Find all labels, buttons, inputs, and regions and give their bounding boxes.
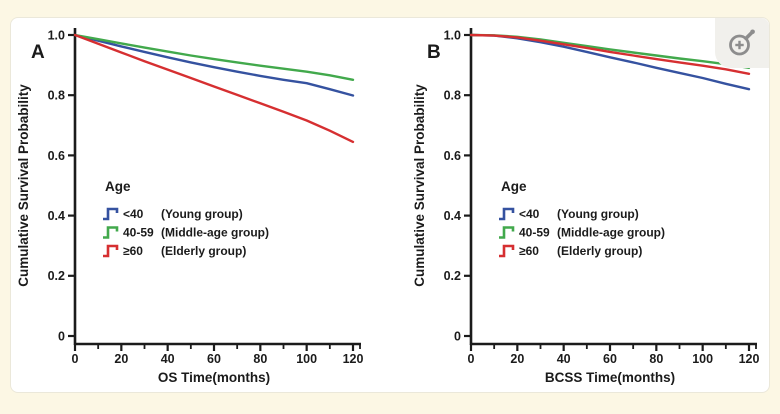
y-tick-label: 0.6 <box>48 149 65 163</box>
figure-card: 0 0.2 0.4 0.6 0.8 1.0 0 20 40 60 80 100 120 A Cumulati… <box>10 17 770 393</box>
chart-canvas: 0 0.2 0.4 0.6 0.8 1.0 0 20 40 60 80 100 120 A Cumulati… <box>16 28 364 385</box>
survival-curve-2 <box>469 33 751 75</box>
legend-title: Age <box>105 179 131 194</box>
legend-group-2: (Elderly group) <box>557 244 642 258</box>
survival-curve-1 <box>73 33 355 81</box>
y-tick-label: 0.6 <box>444 149 461 163</box>
legend-key-2 <box>103 244 119 258</box>
legend-group-1: (Middle-age group) <box>557 226 665 240</box>
y-tick-label: 1.0 <box>444 28 461 42</box>
x-tick-label: 80 <box>649 352 663 366</box>
x-axis-title: OS Time(months) <box>158 370 270 385</box>
y-tick-label: 0.8 <box>444 89 461 103</box>
legend-key-0 <box>103 207 119 221</box>
legend-key-0 <box>499 207 515 221</box>
y-tick-label: 0.8 <box>48 89 65 103</box>
x-tick-label: 0 <box>468 352 475 366</box>
x-tick-label: 120 <box>343 352 364 366</box>
legend-key-2 <box>499 244 515 258</box>
legend-key-1 <box>499 226 515 239</box>
y-tick-label: 0 <box>454 329 461 343</box>
x-tick-label: 0 <box>72 352 79 366</box>
y-tick-label: 0.2 <box>444 269 461 283</box>
magnifier-plus-icon <box>729 29 755 56</box>
x-tick-label: 100 <box>692 352 713 366</box>
legend-title: Age <box>501 179 527 194</box>
survival-curve-2 <box>73 33 355 144</box>
y-tick-label: 0 <box>58 329 65 343</box>
survival-curve-0 <box>73 33 355 97</box>
x-tick-label: 120 <box>739 352 760 366</box>
legend-range-0: <40 <box>519 207 540 221</box>
legend-range-2: ≥60 <box>519 244 539 258</box>
x-tick-label: 20 <box>114 352 128 366</box>
legend-group-0: (Young group) <box>161 207 243 221</box>
x-tick-label: 100 <box>296 352 317 366</box>
x-tick-label: 80 <box>253 352 267 366</box>
legend-range-0: <40 <box>123 207 144 221</box>
panel-label: A <box>31 42 45 63</box>
y-axis-title: Cumulative Survival Probability <box>412 84 427 287</box>
y-tick-label: 0.4 <box>444 209 461 223</box>
x-tick-label: 40 <box>161 352 175 366</box>
legend-range-2: ≥60 <box>123 244 143 258</box>
y-axis-title: Cumulative Survival Probability <box>16 84 31 287</box>
x-tick-label: 20 <box>510 352 524 366</box>
y-tick-label: 1.0 <box>48 28 65 42</box>
legend-range-1: 40-59 <box>123 226 154 240</box>
y-tick-label: 0.4 <box>48 209 65 223</box>
legend-group-1: (Middle-age group) <box>161 226 269 240</box>
x-tick-label: 60 <box>207 352 221 366</box>
panel-label: B <box>427 42 441 63</box>
x-axis-title: BCSS Time(months) <box>545 370 675 385</box>
legend-range-1: 40-59 <box>519 226 550 240</box>
y-tick-label: 0.2 <box>48 269 65 283</box>
x-tick-label: 60 <box>603 352 617 366</box>
legend-key-1 <box>103 226 119 239</box>
x-tick-label: 40 <box>557 352 571 366</box>
survival-chart-bcss: 0 0.2 0.4 0.6 0.8 1.0 0 20 40 60 80 100 120 B Cumulati… <box>409 18 771 392</box>
survival-chart-os: 0 0.2 0.4 0.6 0.8 1.0 0 20 40 60 80 100 120 A Cumulati… <box>13 18 375 392</box>
legend-group-0: (Young group) <box>557 207 639 221</box>
zoom-button[interactable] <box>715 18 769 68</box>
chart-canvas: 0 0.2 0.4 0.6 0.8 1.0 0 20 40 60 80 100 120 B Cumulati… <box>412 28 760 385</box>
legend-group-2: (Elderly group) <box>161 244 246 258</box>
